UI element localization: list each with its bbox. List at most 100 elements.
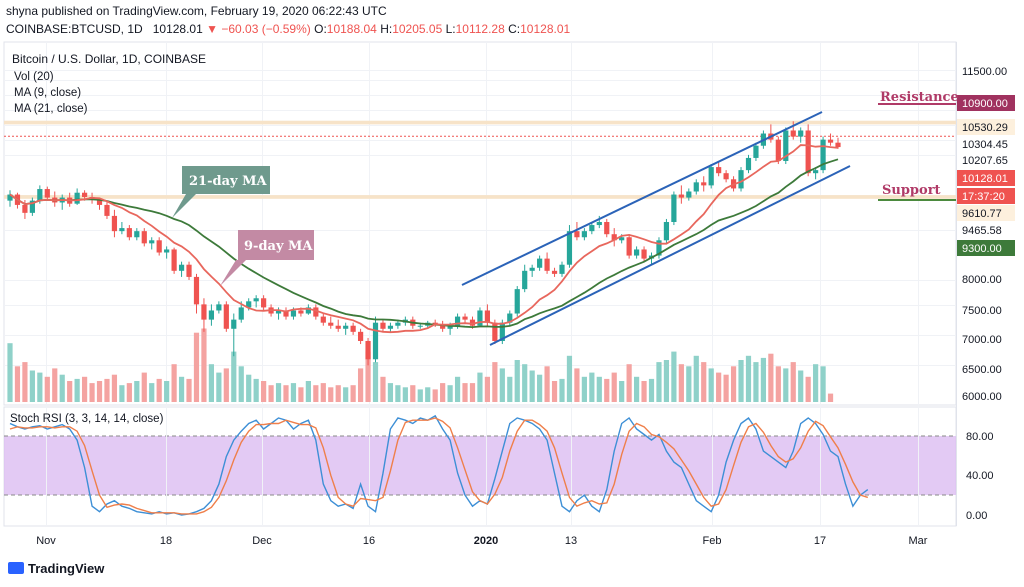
- candle-body: [298, 310, 304, 314]
- price-tag-bg: [957, 119, 1015, 135]
- candle-body: [275, 310, 282, 314]
- candle-body: [126, 228, 132, 238]
- ma9-callout-text: 9-day MA: [244, 239, 313, 254]
- volume-bar: [186, 378, 192, 402]
- candle-body: [551, 270, 558, 274]
- price-tag-label: 9300.00: [962, 243, 1002, 255]
- close-label: C:: [508, 22, 521, 36]
- volume-bar: [492, 362, 498, 402]
- candle-body: [813, 170, 819, 174]
- volume-bar: [671, 351, 677, 402]
- price-tag-label: 10530.29: [962, 122, 1008, 134]
- price-tag-label: 10207.65: [962, 155, 1008, 167]
- volume-bar: [559, 378, 565, 402]
- volume-bar: [693, 355, 699, 402]
- volume-bar: [350, 385, 356, 402]
- price-tag-label: 9610.77: [962, 208, 1002, 220]
- channel-upper: [461, 111, 823, 286]
- price-tag-label: 17:37:20: [962, 191, 1005, 203]
- volume-bar: [827, 393, 834, 402]
- low-label: L:: [445, 22, 456, 36]
- volume-bar: [619, 381, 625, 402]
- candle-body: [805, 130, 811, 174]
- candle-body: [783, 130, 789, 161]
- volume-bar: [380, 376, 386, 402]
- candle-body: [537, 258, 543, 268]
- time-tick-label: 16: [363, 535, 375, 547]
- volume-bar: [231, 351, 237, 402]
- candle-body: [208, 310, 215, 320]
- volume-bar: [74, 378, 80, 402]
- time-tick-label: 18: [160, 535, 172, 547]
- candle-body: [738, 170, 744, 189]
- volume-bar: [537, 374, 543, 402]
- high-value: 10205.05: [392, 22, 443, 36]
- volume-bar: [171, 364, 177, 402]
- price-tags: 10900.00 10530.29 10304.45 10207.65 10128.01…: [957, 95, 1015, 256]
- volume-bar: [813, 364, 819, 402]
- ma21-callout-text: 21-day MA: [189, 174, 267, 189]
- candle-body: [44, 189, 50, 198]
- time-tick-label: Nov: [36, 535, 56, 547]
- candle-body: [313, 307, 319, 317]
- volume-bar: [52, 368, 58, 402]
- candle-body: [514, 289, 520, 314]
- tradingview-logo[interactable]: TradingView: [8, 561, 104, 576]
- support-label: Support: [882, 183, 941, 198]
- moving-averages: [9, 144, 839, 334]
- candle-body: [387, 325, 394, 329]
- volume-bar: [223, 368, 229, 402]
- volume-bar: [164, 381, 170, 402]
- volume-bar: [119, 385, 125, 402]
- legend-ma9: MA (9, close): [14, 87, 81, 99]
- candles: [7, 121, 841, 366]
- volume-bar: [604, 378, 610, 402]
- candle-body: [29, 200, 35, 213]
- price-tag-bg: [957, 170, 1015, 186]
- time-tick-label: Feb: [703, 535, 722, 547]
- candle-body: [149, 240, 155, 244]
- open-label: O:: [314, 22, 327, 36]
- volume-bar: [574, 368, 580, 402]
- candle-body: [462, 316, 468, 320]
- candle-body: [686, 191, 692, 198]
- volume-bar: [141, 372, 147, 402]
- stoch-lines: [9, 414, 869, 516]
- candle-body: [171, 249, 177, 271]
- candle-body: [477, 310, 483, 326]
- candle-body: [566, 231, 573, 265]
- candle-body: [641, 249, 647, 259]
- candle-body: [283, 310, 289, 317]
- volume-bar: [469, 383, 476, 402]
- candle-body: [574, 231, 580, 238]
- volume-bar: [678, 364, 684, 402]
- candle-body: [745, 157, 752, 171]
- volume-bar: [261, 381, 267, 402]
- volume-bar: [566, 355, 573, 402]
- candle-body: [775, 139, 781, 161]
- price-pane[interactable]: [3, 41, 957, 406]
- candle-body: [522, 270, 528, 290]
- time-tick-label: Mar: [909, 535, 928, 547]
- volume-bar: [701, 362, 707, 402]
- volume-bar: [716, 372, 722, 402]
- ohlc-readout: COINBASE:BTCUSD, 1D 10128.01 ▼ −60.03 (−…: [6, 22, 570, 36]
- candle-body: [656, 240, 662, 256]
- stoch-k-line: [9, 414, 869, 516]
- volume-bar: [484, 376, 491, 402]
- volume-bar: [67, 381, 73, 402]
- volume-bar: [305, 381, 311, 402]
- brand-text: TradingView: [28, 561, 105, 576]
- candle-body: [328, 322, 334, 326]
- volume-bar: [156, 378, 162, 402]
- stoch-d-line: [9, 417, 869, 515]
- volume-bar: [104, 378, 110, 402]
- candle-body: [74, 192, 80, 204]
- volume-bar: [44, 376, 50, 402]
- legend-ma21: MA (21, close): [14, 103, 88, 115]
- volume-bar: [410, 385, 416, 402]
- time-axis[interactable]: Nov 18 Dec 16 2020 13 Feb 17 Mar: [36, 535, 928, 547]
- volume-bar: [134, 381, 140, 402]
- price-axis[interactable]: 11500.00 8000.00 7500.00 7000.00 6500.00 6000…: [956, 42, 1008, 526]
